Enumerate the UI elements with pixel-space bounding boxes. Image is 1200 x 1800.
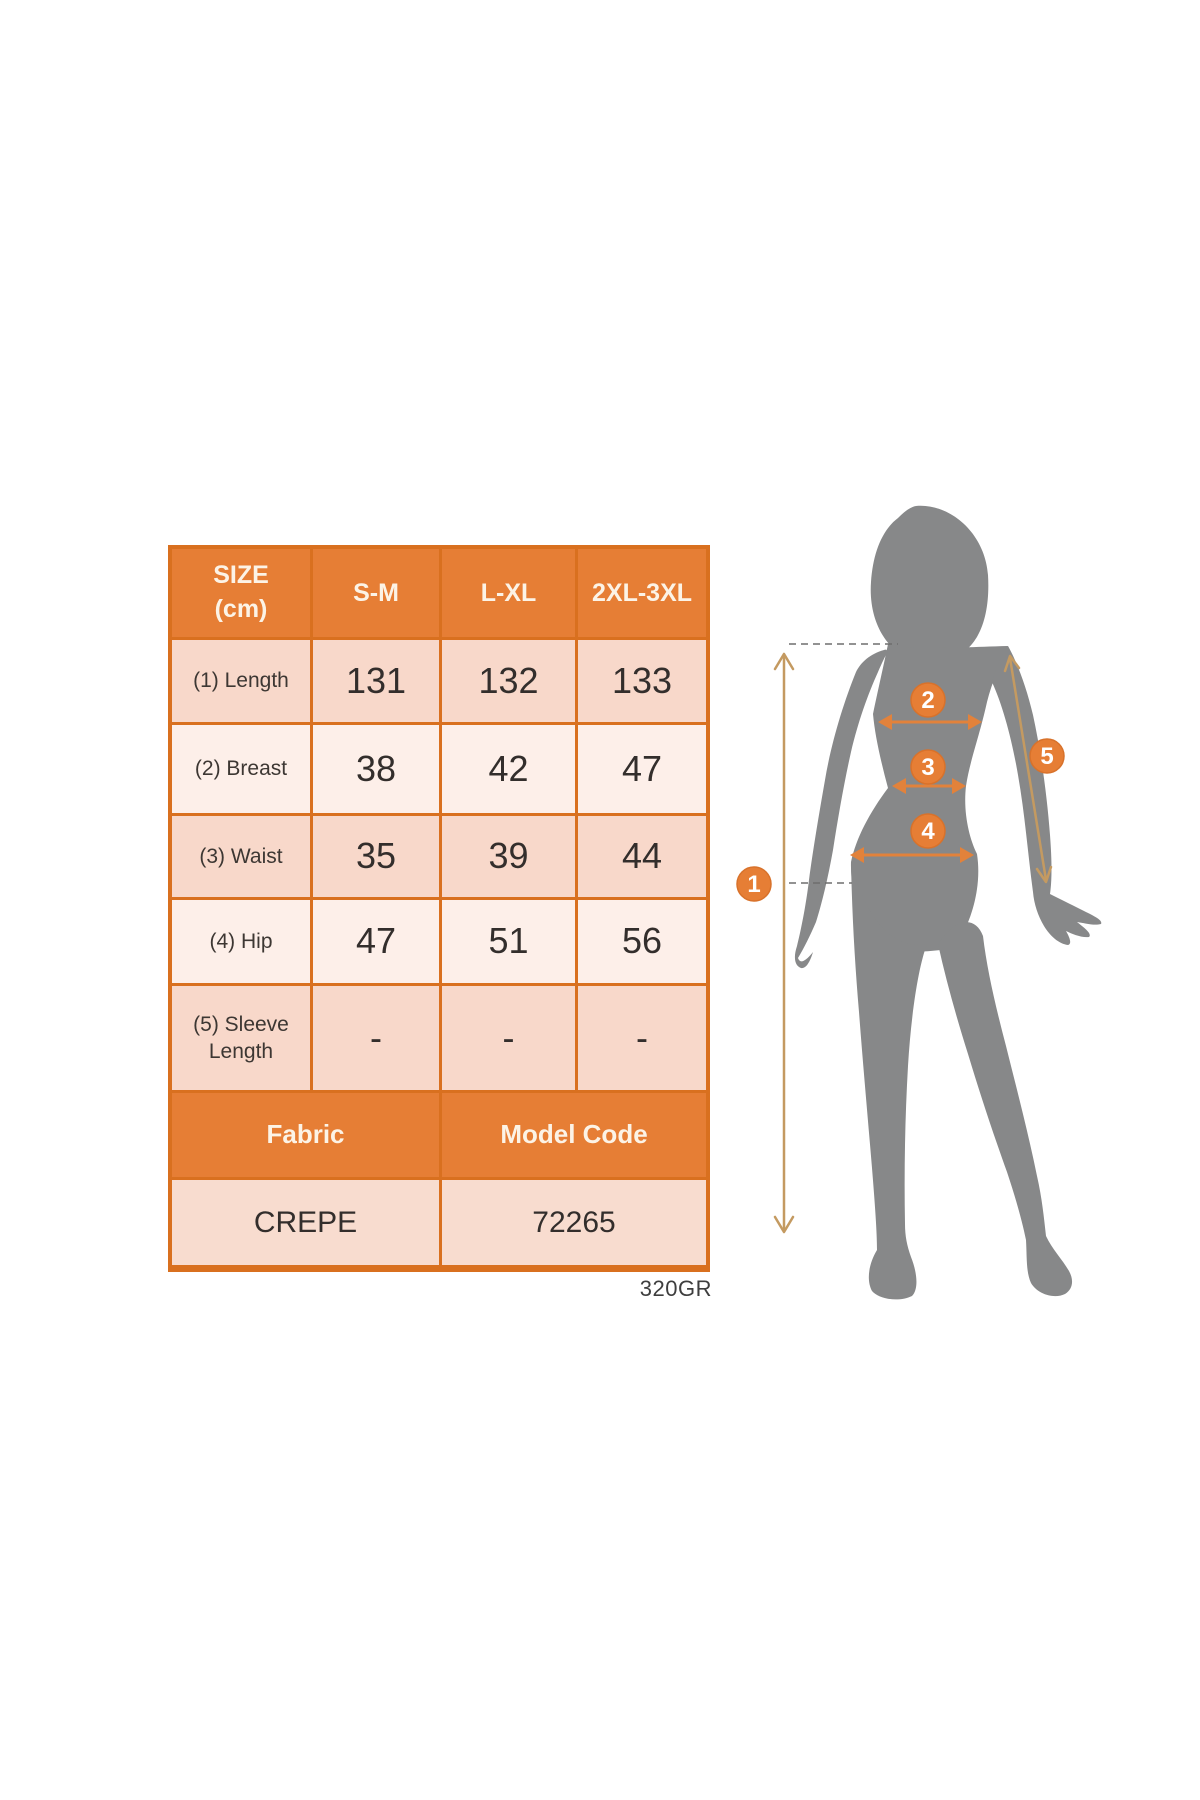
marker-circle-3: 3 [910, 749, 946, 785]
row-waist-value-lxl: 39 [442, 816, 575, 897]
table-header-col-lxl: L-XL [442, 549, 575, 637]
marker-number-3: 3 [921, 754, 934, 781]
sleeve-arrow [1003, 654, 1053, 884]
row-length-value-2xl3xl: 133 [578, 640, 706, 722]
table-header-col-2xl3xl: 2XL-3XL [578, 549, 706, 637]
marker-number-1: 1 [747, 871, 760, 898]
marker-number-2: 2 [921, 687, 934, 714]
waist-arrow [892, 778, 966, 794]
fabric-header: Fabric [172, 1093, 439, 1177]
row-sleeve-value-lxl: - [442, 986, 575, 1090]
row-hip-value-lxl: 51 [442, 900, 575, 983]
row-hip-value-sm: 47 [313, 900, 439, 983]
hip-arrow [850, 847, 974, 863]
row-waist-label: (3) Waist [172, 816, 310, 897]
row-sleeve-value-sm: - [313, 986, 439, 1090]
marker-circle-5: 5 [1029, 738, 1065, 774]
size-label-line2: (cm) [214, 595, 268, 623]
row-breast-value-2xl3xl: 47 [578, 725, 706, 813]
size-table: SIZE (cm) S-M L-XL 2XL-3XL (1) Length 13… [168, 545, 710, 1272]
measurement-figure-svg: 1 2 3 4 5 [736, 505, 1102, 1300]
row-length-value-sm: 131 [313, 640, 439, 722]
woman-silhouette [794, 505, 1102, 1300]
row-sleeve-value-2xl3xl: - [578, 986, 706, 1090]
row-breast-value-sm: 38 [313, 725, 439, 813]
row-hip-label: (4) Hip [172, 900, 310, 983]
table-header-col-sm: S-M [313, 549, 439, 637]
row-length-label: (1) Length [172, 640, 310, 722]
row-hip-value-2xl3xl: 56 [578, 900, 706, 983]
row-breast-label: (2) Breast [172, 725, 310, 813]
table-header-size: SIZE (cm) [172, 549, 310, 637]
weight-note: 320GR [639, 1276, 712, 1301]
row-waist-value-sm: 35 [313, 816, 439, 897]
size-label-line1: SIZE [213, 561, 269, 590]
measurement-figure: 1 2 3 4 5 [640, 400, 1200, 1320]
marker-number-5: 5 [1040, 743, 1053, 770]
row-waist-value-2xl3xl: 44 [578, 816, 706, 897]
marker-circle-2: 2 [910, 682, 946, 718]
marker-circle-4: 4 [910, 813, 946, 849]
model-code-value: 72265 [442, 1180, 706, 1265]
breast-arrow [878, 714, 982, 730]
length-arrow [773, 652, 795, 1234]
fabric-value: CREPE [172, 1180, 439, 1265]
marker-number-4: 4 [921, 818, 935, 845]
model-code-header: Model Code [442, 1093, 706, 1177]
marker-circle-1: 1 [736, 866, 772, 902]
row-sleeve-label: (5) Sleeve Length [172, 986, 310, 1090]
row-breast-value-lxl: 42 [442, 725, 575, 813]
row-length-value-lxl: 132 [442, 640, 575, 722]
